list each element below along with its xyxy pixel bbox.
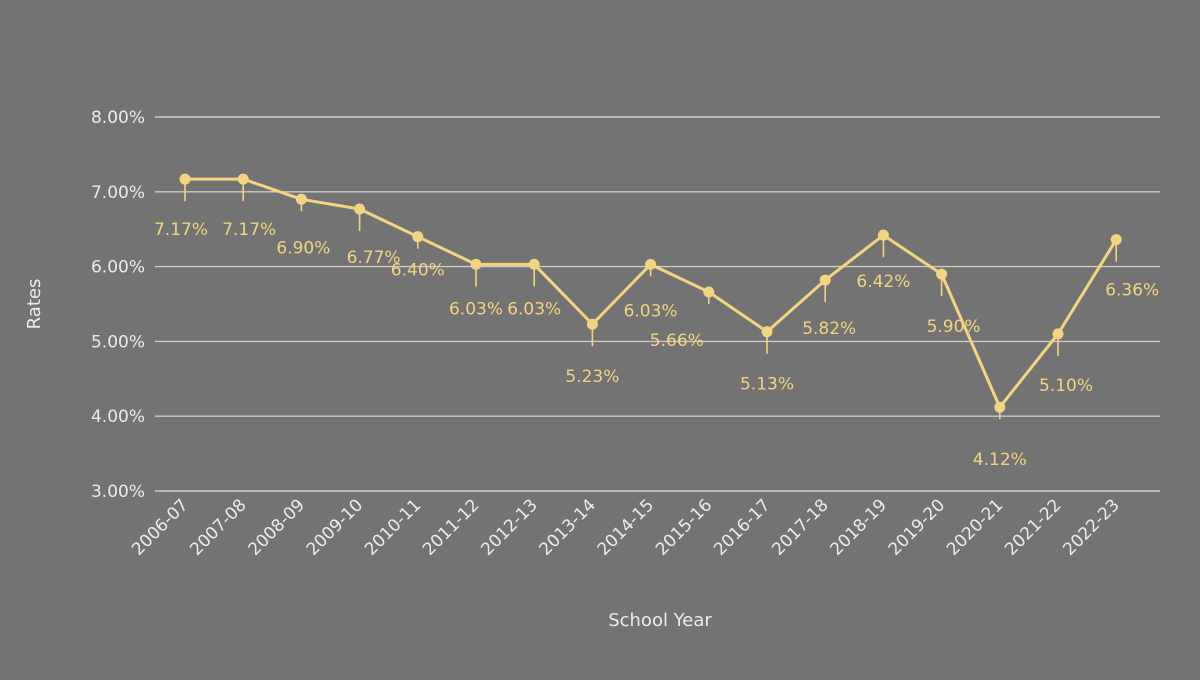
x-tick-label: 2018-19 bbox=[827, 495, 891, 559]
data-point bbox=[354, 203, 366, 215]
data-label: 5.90% bbox=[927, 317, 981, 337]
x-tick-label: 2014-15 bbox=[594, 495, 658, 559]
data-point bbox=[645, 258, 657, 270]
data-point bbox=[703, 286, 715, 298]
x-tick-label: 2011-12 bbox=[419, 495, 483, 559]
data-label: 6.03% bbox=[624, 301, 678, 321]
data-point bbox=[412, 231, 424, 243]
data-point bbox=[1110, 234, 1122, 246]
x-tick-label: 2016-17 bbox=[710, 495, 774, 559]
x-tick-label: 2006-07 bbox=[128, 495, 192, 559]
y-tick-label: 7.00% bbox=[91, 183, 145, 203]
x-tick-label: 2015-16 bbox=[652, 495, 716, 559]
data-label: 5.66% bbox=[650, 331, 704, 351]
gridlines bbox=[155, 116, 1160, 492]
data-point bbox=[237, 173, 249, 185]
x-tick-label: 2017-18 bbox=[768, 495, 832, 559]
data-label: 6.36% bbox=[1105, 281, 1159, 301]
y-axis-ticks: 3.00% 4.00% 5.00% 6.00% 7.00% 8.00% bbox=[91, 108, 145, 502]
x-tick-label: 2009-10 bbox=[303, 495, 367, 559]
series-line bbox=[185, 177, 1118, 409]
x-axis-title: School Year bbox=[608, 610, 712, 631]
data-label: 5.23% bbox=[565, 367, 619, 387]
x-tick-label: 2010-11 bbox=[361, 495, 425, 559]
data-label: 5.10% bbox=[1039, 376, 1093, 396]
data-labels: 7.17% 7.17%6.90% 6.77%6.40%6.03% 6.03%5.23%… bbox=[154, 220, 1159, 470]
y-tick-label: 8.00% bbox=[91, 108, 145, 128]
data-label: 7.17% bbox=[222, 220, 276, 240]
x-tick-label: 2020-21 bbox=[943, 495, 1007, 559]
y-axis-title: Rates bbox=[24, 279, 45, 330]
data-label: 6.03% bbox=[449, 299, 503, 319]
x-tick-label: 2013-14 bbox=[536, 495, 600, 559]
data-point bbox=[994, 401, 1006, 413]
y-tick-label: 5.00% bbox=[91, 332, 145, 352]
y-tick-label: 3.00% bbox=[91, 482, 145, 502]
label-leaders bbox=[184, 179, 1117, 420]
data-point bbox=[819, 274, 831, 286]
x-tick-label: 2021-22 bbox=[1001, 495, 1065, 559]
y-tick-label: 6.00% bbox=[91, 258, 145, 278]
data-point bbox=[761, 326, 773, 338]
data-label: 5.82% bbox=[802, 319, 856, 339]
data-point bbox=[877, 229, 889, 241]
data-label: 6.42% bbox=[856, 272, 910, 292]
x-tick-label: 2022-23 bbox=[1059, 495, 1123, 559]
data-point bbox=[295, 193, 307, 205]
data-point bbox=[586, 318, 598, 330]
data-label: 6.40% bbox=[391, 261, 445, 281]
data-label: 4.12% bbox=[973, 450, 1027, 470]
data-label: 6.77% bbox=[347, 248, 401, 268]
data-label: 5.13% bbox=[740, 375, 794, 395]
x-tick-label: 2019-20 bbox=[885, 495, 949, 559]
data-point bbox=[1052, 328, 1064, 340]
data-label: 6.90% bbox=[276, 238, 330, 258]
data-point bbox=[936, 268, 948, 280]
x-tick-label: 2007-08 bbox=[186, 495, 250, 559]
y-tick-label: 4.00% bbox=[91, 407, 145, 427]
data-point bbox=[470, 258, 482, 270]
data-label: 6.03% bbox=[507, 299, 561, 319]
x-tick-label: 2012-13 bbox=[477, 495, 541, 559]
x-tick-label: 2008-09 bbox=[245, 495, 309, 559]
x-axis-ticks: 2006-072007-082008-092009-102010-112011-… bbox=[128, 495, 1124, 559]
data-points bbox=[179, 173, 1122, 413]
data-point bbox=[179, 173, 191, 185]
data-point bbox=[528, 258, 540, 270]
data-label: 7.17% bbox=[154, 220, 208, 240]
